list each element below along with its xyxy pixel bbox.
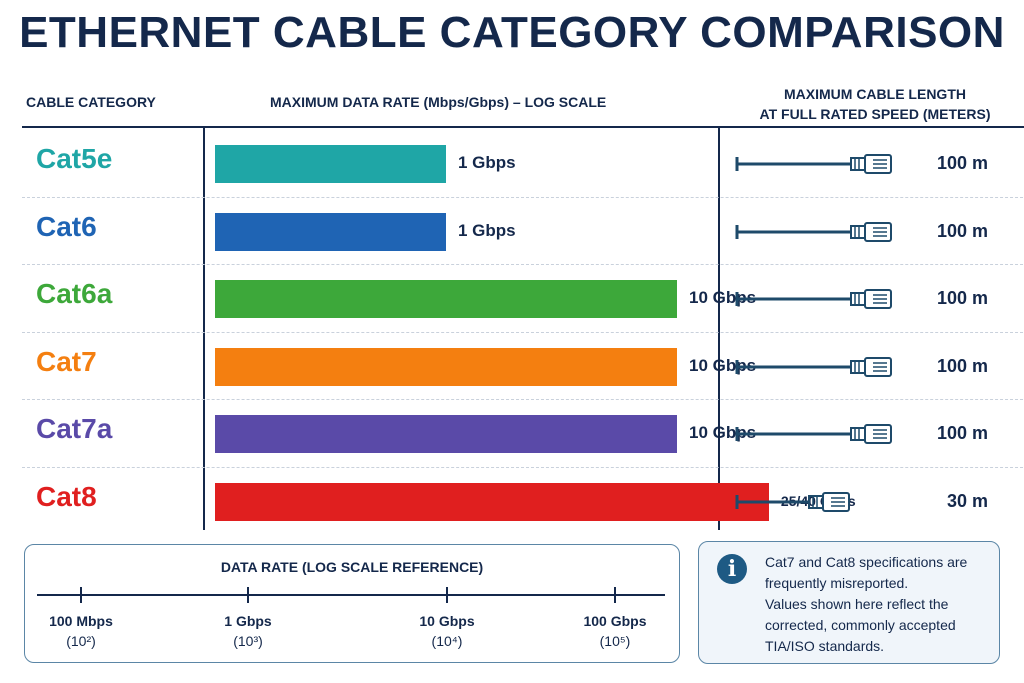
length-divider	[718, 128, 720, 530]
length-value-label: 100 m	[936, 153, 988, 173]
row-separator	[22, 264, 1024, 265]
column-header-rate: MAXIMUM DATA RATE (Mbps/Gbps) – LOG SCAL…	[270, 94, 606, 110]
cable-row: Cat8 25/40 Gbps 30 m	[22, 467, 1024, 534]
rate-value-label: 1 Gbps	[458, 220, 516, 240]
cable-length-graphic	[735, 154, 892, 174]
length-value-label: 100 m	[936, 288, 988, 308]
cable-length-graphic	[735, 356, 892, 377]
scale-tick-exponent: (10⁵)	[599, 633, 631, 649]
cable-length-graphic	[735, 491, 850, 512]
scale-tick-exponent: (10²)	[66, 633, 96, 649]
rate-bar	[215, 145, 446, 183]
cable-row: Cat6 1 Gbps 100 m	[22, 197, 1024, 264]
column-header-category: CABLE CATEGORY	[26, 94, 156, 110]
cable-row: Cat7 10 Gbps 100 m	[22, 332, 1024, 399]
scale-tick-rate: 1 Gbps	[224, 613, 272, 629]
cable-row: Cat7a 10 Gbps 100 m	[22, 399, 1024, 466]
row-separator	[22, 399, 1024, 400]
column-header-length-line2: AT FULL RATED SPEED (METERS)	[759, 106, 991, 122]
cable-row: Cat6a 10 Gbps 100 m	[22, 264, 1024, 331]
row-separator	[22, 196, 1024, 198]
cable-length-graphic	[735, 221, 892, 242]
note-text: Cat7 and Cat8 specifications are frequen…	[765, 552, 991, 657]
scale-tick-label: 1 Gbps (10³)	[193, 611, 303, 651]
scale-tick-rate: 10 Gbps	[419, 613, 475, 629]
scale-tick-label: 10 Gbps (10⁴)	[392, 611, 502, 651]
scale-tick-label: 100 Gbps (10⁵)	[560, 611, 670, 651]
rate-value-label: 10 Gbps	[689, 355, 757, 375]
column-header-length: MAXIMUM CABLE LENGTH AT FULL RATED SPEED…	[740, 84, 1010, 124]
category-label: Cat8	[36, 480, 97, 512]
header-divider	[22, 126, 1024, 128]
cable-row: Cat5e 1 Gbps 100 m	[22, 129, 1024, 196]
log-scale-reference: DATA RATE (LOG SCALE REFERENCE) 100 Mbps…	[24, 544, 680, 663]
chart-title: ETHERNET CABLE CATEGORY COMPARISON	[19, 8, 1005, 57]
rate-bar	[215, 415, 677, 453]
scale-tick-rate: 100 Gbps	[583, 613, 647, 629]
length-value-label: 100 m	[936, 220, 988, 241]
rate-bar	[215, 347, 677, 386]
row-separator	[22, 466, 1024, 468]
rate-value-label: 10 Gbps	[689, 423, 757, 442]
category-label: Cat7a	[36, 413, 113, 444]
rate-bar	[215, 482, 769, 521]
rate-bar	[215, 212, 446, 251]
scale-tick-exponent: (10³)	[233, 633, 263, 649]
note-line: corrected, commonly accepted	[765, 617, 956, 633]
rate-value-label: 10 Gbps	[689, 288, 757, 307]
note-line: TIA/ISO standards.	[765, 638, 885, 654]
cable-length-graphic	[735, 289, 892, 309]
scale-tick-exponent: (10⁴)	[431, 633, 463, 649]
info-icon: i	[717, 554, 747, 584]
scale-title: DATA RATE (LOG SCALE REFERENCE)	[220, 559, 484, 575]
length-value-label: 100 m	[936, 355, 988, 376]
category-label: Cat5e	[36, 143, 113, 174]
column-header-rate-text: MAXIMUM DATA RATE (Mbps/Gbps) – LOG SCAL…	[270, 94, 607, 110]
scale-tick-label: 100 Mbps (10²)	[26, 611, 136, 651]
scale-axis	[37, 587, 665, 603]
category-label: Cat7	[36, 345, 97, 377]
category-label: Cat6	[36, 210, 97, 242]
length-value-label: 30 m	[946, 490, 988, 511]
cable-length-graphic	[735, 424, 892, 444]
category-divider	[203, 128, 205, 530]
length-value-label: 100 m	[936, 423, 988, 443]
column-header-length-line1: MAXIMUM CABLE LENGTH	[784, 86, 966, 102]
rate-value-label: 1 Gbps	[458, 153, 516, 172]
note-line: Cat7 and Cat8 specifications are	[765, 554, 968, 570]
row-separator	[22, 331, 1024, 333]
note-line: Values shown here reflect the	[765, 596, 949, 612]
category-label: Cat6a	[36, 278, 113, 309]
scale-tick-rate: 100 Mbps	[49, 613, 113, 629]
rate-bar	[215, 280, 677, 318]
note-box: i Cat7 and Cat8 specifications are frequ…	[698, 541, 1000, 664]
note-line: frequently misreported.	[765, 575, 909, 591]
